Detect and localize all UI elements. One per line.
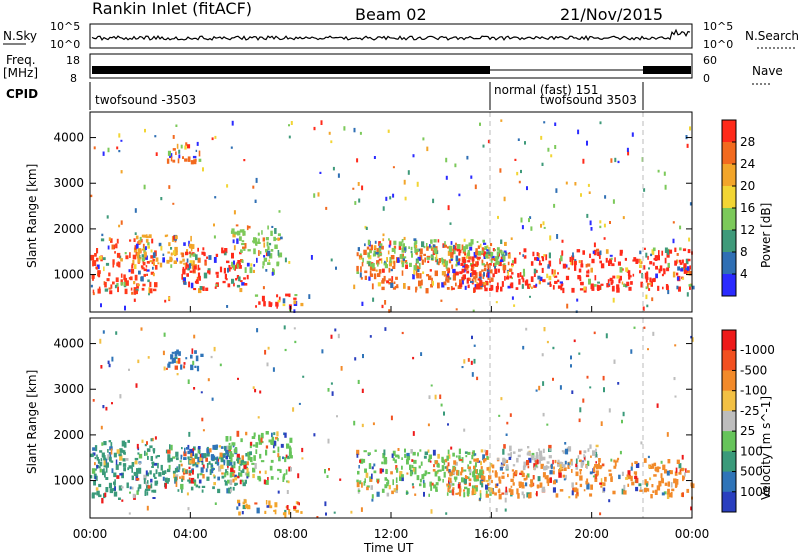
cpid-row: CPID twofsound -3503 normal (fast) 151 t… <box>6 82 644 110</box>
colorbar-tick-7: -1000 <box>740 343 775 357</box>
time-tick-2: 08:00 <box>273 527 308 541</box>
colorbar-tick-0: 1000 <box>740 485 771 499</box>
colorbar-tick-2: 100 <box>740 444 763 458</box>
range-tick-0: 1000 <box>53 474 84 488</box>
range-tick-1: 2000 <box>53 428 84 442</box>
colorbar-swatch <box>722 390 736 412</box>
cpid-segment-2: normal (fast) 151 <box>494 83 598 97</box>
colorbar-swatch <box>722 410 736 432</box>
echo-region-12 <box>225 430 293 486</box>
nsearch-tick-bottom: 10^0 <box>703 38 733 51</box>
range-tick-0: 1000 <box>53 268 84 282</box>
colorbar-swatch <box>722 350 736 371</box>
time-axis-label: Time UT <box>363 541 414 554</box>
colorbar-swatch <box>722 330 736 351</box>
colorbar-tick-2: 12 <box>740 223 755 237</box>
velocity-colorbar: 1000 500 100 25 -25 -100 -500 -1000 <box>721 329 775 513</box>
velocity-ylabel: Slant Range [km] <box>25 370 39 474</box>
colorbar-swatch <box>722 120 736 143</box>
freq-tick-top: 18 <box>66 54 80 67</box>
echo-region-9 <box>90 439 158 504</box>
colorbar-tick-5: 24 <box>740 157 755 171</box>
freq-tick-bottom: 8 <box>70 72 77 85</box>
colorbar-swatch <box>722 208 736 231</box>
colorbar-swatch <box>722 431 736 452</box>
time-tick-1: 04:00 <box>173 527 208 541</box>
power-colorbar: 4 8 12 16 20 24 28 <box>721 119 755 297</box>
nsky-tick-top: 10^5 <box>50 20 80 33</box>
colorbar-swatch <box>722 164 736 187</box>
colorbar-tick-5: -100 <box>740 384 767 398</box>
time-axis: 00:00 04:00 08:00 12:00 16:00 20:00 00:00 <box>73 306 710 541</box>
nsky-panel: N.Sky 10^5 10^0 10^5 10^0 N.Search <box>3 20 799 51</box>
nsearch-tick-top: 10^5 <box>703 20 733 33</box>
power-ylabel: Slant Range [km] <box>25 164 39 268</box>
colorbar-tick-6: 28 <box>740 135 755 149</box>
colorbar-tick-3: 16 <box>740 201 755 215</box>
echo-region-14 <box>167 348 204 372</box>
scatter-speckles <box>92 325 694 519</box>
time-tick-0: 00:00 <box>73 527 108 541</box>
range-tick-2: 3000 <box>53 382 84 396</box>
colorbar-swatch <box>722 274 736 297</box>
time-tick-3: 12:00 <box>374 527 409 541</box>
colorbar-swatch <box>722 186 736 209</box>
colorbar-tick-0: 4 <box>740 267 748 281</box>
echo-region-7 <box>446 247 695 294</box>
velocity-panel: 1000 2000 3000 4000 Slant Range [km] <box>25 317 695 519</box>
cpid-segment-3: twofsound 3503 <box>540 93 637 107</box>
echo-region-5 <box>166 142 202 165</box>
date-title: 21/Nov/2015 <box>560 5 663 24</box>
colorbar-tick-4: 20 <box>740 179 755 193</box>
range-tick-3: 4000 <box>53 131 84 145</box>
colorbar-swatch <box>722 252 736 275</box>
nave-label: Nave <box>752 64 783 78</box>
colorbar-swatch <box>722 471 736 493</box>
freq-label: Freq. <box>6 53 36 67</box>
freq-unit: [MHz] <box>3 66 38 80</box>
echo-region-3 <box>230 224 283 275</box>
station-title: Rankin Inlet (fitACF) <box>92 0 252 18</box>
power-colorbar-label: Power [dB] <box>759 203 773 268</box>
freq-panel: Freq. [MHz] 18 8 60 0 Nave <box>3 53 783 85</box>
colorbar-tick-1: 8 <box>740 245 748 259</box>
nsearch-label: N.Search <box>745 29 799 43</box>
colorbar-tick-4: -25 <box>740 404 760 418</box>
nave-tick-top: 60 <box>703 54 717 67</box>
colorbar-swatch <box>722 370 736 392</box>
colorbar-tick-6: -500 <box>740 363 767 377</box>
nsky-tick-bottom: 10^0 <box>50 38 80 51</box>
nsky-label: N.Sky <box>3 29 37 43</box>
range-tick-1: 2000 <box>53 222 84 236</box>
power-panel: 1000 2000 3000 4000 Slant Range [km] <box>25 111 695 313</box>
colorbar-swatch <box>722 142 736 165</box>
velocity-colorbar-label: Velocity [m s^-1] <box>759 396 773 500</box>
echo-region-8 <box>366 238 508 271</box>
cpid-label: CPID <box>6 87 38 101</box>
colorbar-swatch <box>722 230 736 253</box>
colorbar-tick-3: 25 <box>740 424 755 438</box>
echo-region-4 <box>254 293 304 312</box>
time-tick-6: 00:00 <box>675 527 710 541</box>
colorbar-tick-1: 500 <box>740 465 763 479</box>
cpid-segment-1: twofsound -3503 <box>95 93 196 107</box>
echo-region-13 <box>236 498 303 518</box>
colorbar-swatch <box>722 451 736 472</box>
beam-title: Beam 02 <box>355 5 427 24</box>
time-tick-5: 20:00 <box>574 527 609 541</box>
range-tick-3: 4000 <box>53 337 84 351</box>
echo-region-17 <box>496 444 599 471</box>
scatter-speckles <box>90 119 692 313</box>
nave-tick-bottom: 0 <box>703 72 710 85</box>
range-tick-2: 3000 <box>53 176 84 190</box>
colorbar-swatch <box>722 491 736 513</box>
time-tick-4: 16:00 <box>474 527 509 541</box>
